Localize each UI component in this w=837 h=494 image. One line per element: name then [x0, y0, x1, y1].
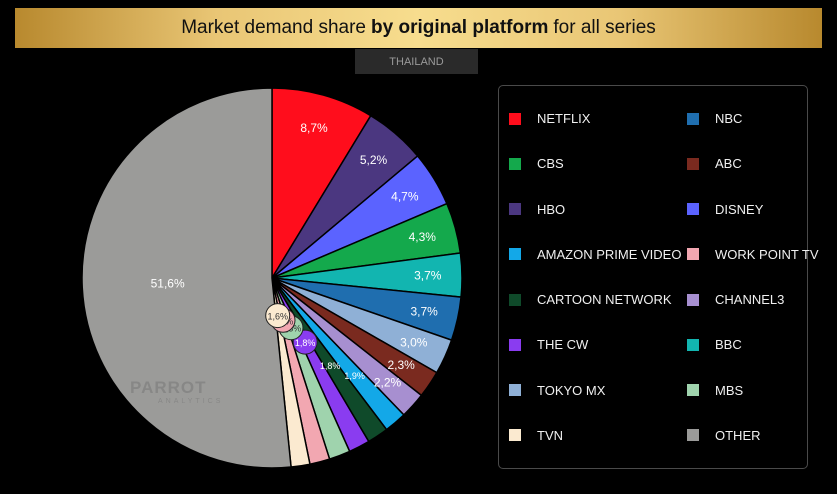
- legend-swatch: [509, 112, 521, 125]
- slice-data-label: 3,0%: [400, 336, 428, 350]
- chart-title: Market demand share by original platform…: [15, 8, 822, 48]
- chart-legend: NETFLIX CBS HBO AMAZON PRIME VIDEO CARTOON N…: [498, 85, 819, 469]
- slice-data-label: 2,2%: [374, 375, 402, 389]
- pie-slice-other: [81, 87, 292, 469]
- legend-swatch: [687, 203, 699, 216]
- slice-data-label: 51,6%: [151, 276, 185, 290]
- legend-item: THE CW: [509, 322, 687, 367]
- slice-data-label: 3,7%: [410, 305, 438, 319]
- legend-swatch: [687, 384, 699, 397]
- legend-swatch: [509, 293, 521, 306]
- legend-label: ABC: [715, 156, 742, 172]
- slice-data-label: 1,6%: [267, 312, 288, 322]
- chart-subtitle: THAILAND: [355, 49, 478, 74]
- title-suffix: for all series: [553, 17, 656, 38]
- title-prefix: Market demand share: [181, 17, 367, 38]
- legend-item: NBC: [687, 96, 819, 141]
- legend-label: THE CW: [537, 337, 589, 353]
- legend-label: HBO: [537, 201, 566, 217]
- legend-label: MBS: [715, 382, 744, 398]
- legend-label: DISNEY: [715, 201, 764, 217]
- legend-swatch: [687, 157, 699, 170]
- legend-item: ABC: [687, 141, 819, 186]
- legend-item: TOKYO MX: [509, 368, 687, 413]
- legend-item: NETFLIX: [509, 96, 687, 141]
- legend-swatch: [509, 248, 521, 261]
- slice-label-bubble: [265, 303, 291, 329]
- legend-label: TVN: [537, 427, 563, 443]
- legend-item: HBO: [509, 187, 687, 232]
- watermark-brand: PARROT: [130, 378, 207, 397]
- legend-label: WORK POINT TV: [715, 246, 819, 262]
- legend-swatch: [509, 157, 521, 170]
- legend-swatch: [509, 203, 521, 216]
- slice-data-label: 2,3%: [387, 358, 415, 372]
- legend-swatch: [687, 112, 699, 125]
- slice-data-label: 1,9%: [344, 371, 365, 381]
- legend-item: AMAZON PRIME VIDEO: [509, 232, 687, 277]
- legend-label: TOKYO MX: [537, 382, 606, 398]
- legend-label: CBS: [537, 156, 564, 172]
- legend-swatch: [509, 384, 521, 397]
- title-bold: by original platform: [371, 17, 549, 38]
- legend-item: DISNEY: [687, 187, 819, 232]
- slice-data-label: 4,3%: [409, 230, 437, 244]
- legend-swatch: [509, 338, 521, 351]
- legend-label: OTHER: [715, 427, 761, 443]
- legend-swatch: [509, 429, 521, 442]
- legend-item: WORK POINT TV: [687, 232, 819, 277]
- legend-item: MBS: [687, 368, 819, 413]
- legend-grid: NETFLIX CBS HBO AMAZON PRIME VIDEO CARTOON N…: [509, 96, 819, 458]
- pie-slice-netflix: [271, 87, 372, 281]
- legend-swatch: [687, 429, 699, 442]
- slice-data-label: 4,7%: [391, 190, 419, 204]
- legend-label: NETFLIX: [537, 111, 591, 127]
- legend-item: TVN: [509, 413, 687, 458]
- legend-item: CHANNEL3: [687, 277, 819, 322]
- slice-data-label: 5,2%: [360, 153, 388, 167]
- legend-label: CHANNEL3: [715, 292, 785, 308]
- legend-swatch: [687, 338, 699, 351]
- legend-item: BBC: [687, 322, 819, 367]
- slice-data-label: 1,8%: [320, 361, 341, 371]
- watermark-logo: PARROT ANALYTICS: [130, 378, 223, 405]
- slice-data-label: 1,8%: [295, 338, 316, 348]
- legend-item: CARTOON NETWORK: [509, 277, 687, 322]
- legend-label: BBC: [715, 337, 742, 353]
- legend-item: OTHER: [687, 413, 819, 458]
- legend-swatch: [687, 293, 699, 306]
- legend-swatch: [687, 248, 699, 261]
- watermark-sub: ANALYTICS: [158, 398, 224, 405]
- slice-data-label: 8,7%: [300, 121, 328, 135]
- legend-label: NBC: [715, 111, 743, 127]
- legend-item: CBS: [509, 141, 687, 186]
- legend-label: CARTOON NETWORK: [537, 292, 672, 308]
- legend-label: AMAZON PRIME VIDEO: [537, 246, 682, 262]
- slice-data-label: 3,7%: [414, 269, 442, 283]
